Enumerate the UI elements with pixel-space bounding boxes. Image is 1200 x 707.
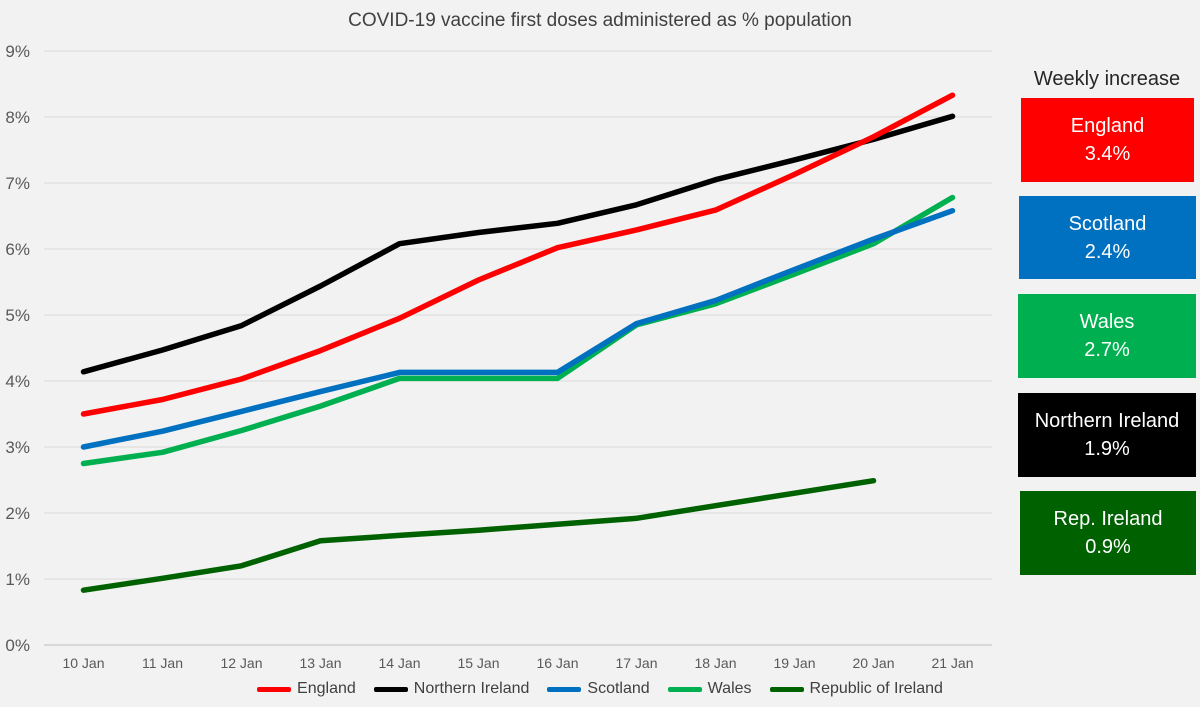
legend-swatch bbox=[769, 686, 804, 692]
y-tick-label: 5% bbox=[5, 306, 30, 325]
legend-item-scotland: Scotland bbox=[547, 680, 650, 698]
series-line-republic-of-ireland bbox=[80, 477, 877, 593]
weekly-box-value: 1.9% bbox=[1084, 438, 1130, 460]
series-line-england bbox=[80, 92, 956, 417]
y-tick-label: 1% bbox=[5, 570, 30, 589]
weekly-box-scotland: Scotland 2.4% bbox=[1019, 196, 1196, 279]
y-tick-label: 6% bbox=[5, 240, 30, 259]
weekly-box-value: 3.4% bbox=[1084, 143, 1131, 165]
y-tick-label: 4% bbox=[5, 372, 30, 391]
x-tick-label: 16 Jan bbox=[536, 655, 578, 671]
y-tick-label: 8% bbox=[5, 108, 30, 127]
y-tick-label: 0% bbox=[5, 636, 30, 655]
weekly-box-england: England 3.4% bbox=[1021, 98, 1194, 182]
legend-swatch bbox=[547, 686, 582, 692]
weekly-box-value: 0.9% bbox=[1085, 536, 1131, 558]
y-tick-label: 7% bbox=[5, 174, 30, 193]
legend-item-england: England bbox=[257, 680, 356, 698]
x-tick-label: 11 Jan bbox=[142, 655, 183, 671]
legend-label: Republic of Ireland bbox=[809, 680, 943, 697]
weekly-box-label: Scotland bbox=[1068, 212, 1147, 235]
x-tick-label: 15 Jan bbox=[457, 655, 499, 671]
legend-item-republic-of-ireland: Republic of Ireland bbox=[769, 680, 943, 698]
weekly-box-label: Northern Ireland bbox=[1034, 410, 1180, 432]
legend-item-wales: Wales bbox=[667, 680, 752, 698]
weekly-box-label: England bbox=[1070, 115, 1145, 137]
weekly-box-wales: Wales 2.7% bbox=[1018, 294, 1196, 378]
legend-label: Northern Ireland bbox=[413, 680, 530, 697]
x-tick-label: 10 Jan bbox=[62, 655, 104, 671]
weekly-box-value: 2.4% bbox=[1084, 240, 1131, 263]
x-tick-label: 12 Jan bbox=[220, 655, 262, 671]
legend-label: England bbox=[297, 680, 356, 697]
legend-swatch bbox=[667, 686, 702, 692]
y-tick-label: 2% bbox=[5, 504, 30, 523]
x-tick-label: 18 Jan bbox=[694, 655, 736, 671]
y-tick-label: 9% bbox=[5, 42, 30, 61]
weekly-box-rep-ireland: Rep. Ireland 0.9% bbox=[1020, 491, 1196, 575]
weekly-box-label: Rep. Ireland bbox=[1053, 508, 1163, 530]
series-line-scotland bbox=[80, 207, 956, 450]
x-tick-label: 21 Jan bbox=[931, 655, 973, 671]
x-tick-label: 17 Jan bbox=[615, 655, 657, 671]
y-tick-label: 3% bbox=[5, 438, 30, 457]
legend-label: Scotland bbox=[587, 680, 650, 697]
x-tick-label: 13 Jan bbox=[299, 655, 341, 671]
legend-swatch bbox=[373, 686, 408, 692]
legend-label: Wales bbox=[707, 680, 752, 697]
weekly-box-value: 2.7% bbox=[1084, 339, 1130, 361]
weekly-increase-heading: Weekly increase bbox=[1033, 68, 1181, 90]
x-tick-label: 14 Jan bbox=[378, 655, 420, 671]
series-line-wales bbox=[80, 194, 956, 467]
x-tick-label: 20 Jan bbox=[852, 655, 894, 671]
x-tick-label: 19 Jan bbox=[773, 655, 815, 671]
series-line-northern-ireland bbox=[80, 113, 956, 375]
chart-title: COVID-19 vaccine first doses administere… bbox=[348, 10, 852, 31]
legend-item-northern-ireland: Northern Ireland bbox=[373, 680, 530, 698]
legend-swatch bbox=[257, 686, 292, 692]
weekly-box-northern-ireland: Northern Ireland 1.9% bbox=[1018, 393, 1196, 477]
weekly-box-label: Wales bbox=[1079, 311, 1135, 333]
chart-legend: England Northern Ireland Scotland Wales … bbox=[0, 680, 1200, 698]
